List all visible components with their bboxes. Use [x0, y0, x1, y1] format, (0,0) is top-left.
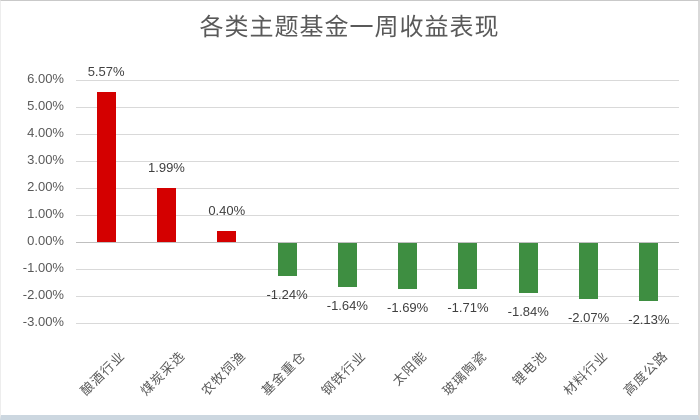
gridline — [76, 269, 679, 270]
chart-title: 各类主题基金一周收益表现 — [199, 14, 500, 41]
bar-value-label: 5.57% — [87, 63, 125, 79]
gridline — [76, 80, 679, 81]
y-axis-tick-label: 2.00% — [27, 179, 64, 194]
bar-value-label: -1.24% — [266, 287, 308, 303]
y-axis-tick-label: 3.00% — [27, 152, 64, 167]
x-axis-category-label: 材料行业 — [560, 348, 611, 399]
x-axis-category-label: 农牧饲渔 — [198, 348, 249, 399]
x-axis-category-label: 太阳能 — [389, 348, 430, 389]
negative-bar — [518, 243, 538, 293]
bar-value-label: -1.84% — [507, 303, 549, 319]
y-axis-tick-label: -2.00% — [22, 287, 64, 302]
gridline — [76, 296, 679, 297]
x-axis-category-label: 酿酒行业 — [77, 348, 128, 399]
y-axis-tick-label: 4.00% — [27, 125, 64, 140]
bar-value-label: 1.99% — [148, 160, 185, 176]
x-axis-category-label: 锂电池 — [509, 348, 550, 389]
negative-bar — [458, 243, 478, 290]
y-axis-tick-label: 6.00% — [27, 71, 64, 86]
gridline — [76, 161, 679, 162]
bar-value-label: -1.69% — [387, 299, 429, 315]
positive-bar — [217, 231, 237, 242]
bar-value-label: 0.40% — [208, 203, 246, 219]
negative-bar — [277, 243, 297, 277]
negative-bar — [639, 243, 659, 301]
gridline — [76, 134, 679, 135]
gridline — [76, 107, 679, 108]
y-axis-tick-label: 0.00% — [27, 233, 64, 248]
y-axis-tick-label: 1.00% — [27, 206, 64, 221]
x-axis-category-label: 煤炭采选 — [137, 348, 189, 399]
negative-bar — [579, 243, 599, 299]
y-axis-tick-label: -3.00% — [22, 314, 64, 329]
bar-value-label: -2.13% — [628, 311, 670, 327]
x-axis-category-label: 基金重仓 — [258, 348, 309, 399]
zero-gridline — [76, 242, 679, 243]
positive-bar — [96, 91, 116, 242]
bar-value-label: -1.64% — [326, 298, 368, 314]
gridline — [76, 215, 679, 216]
x-axis-category-label: 高度公路 — [620, 348, 671, 399]
positive-bar — [156, 188, 176, 242]
y-axis-tick-label: -1.00% — [22, 260, 64, 275]
negative-bar — [398, 243, 418, 289]
bar-value-label: -2.07% — [567, 309, 610, 325]
x-axis-category-label: 玻璃陶瓷 — [439, 348, 490, 399]
gridline — [76, 188, 679, 189]
gridline — [76, 323, 679, 324]
y-axis-tick-label: 5.00% — [27, 98, 64, 113]
bar-value-label: -1.71% — [447, 300, 489, 316]
negative-bar — [337, 243, 357, 288]
x-axis-category-label: 钢铁行业 — [318, 348, 370, 399]
